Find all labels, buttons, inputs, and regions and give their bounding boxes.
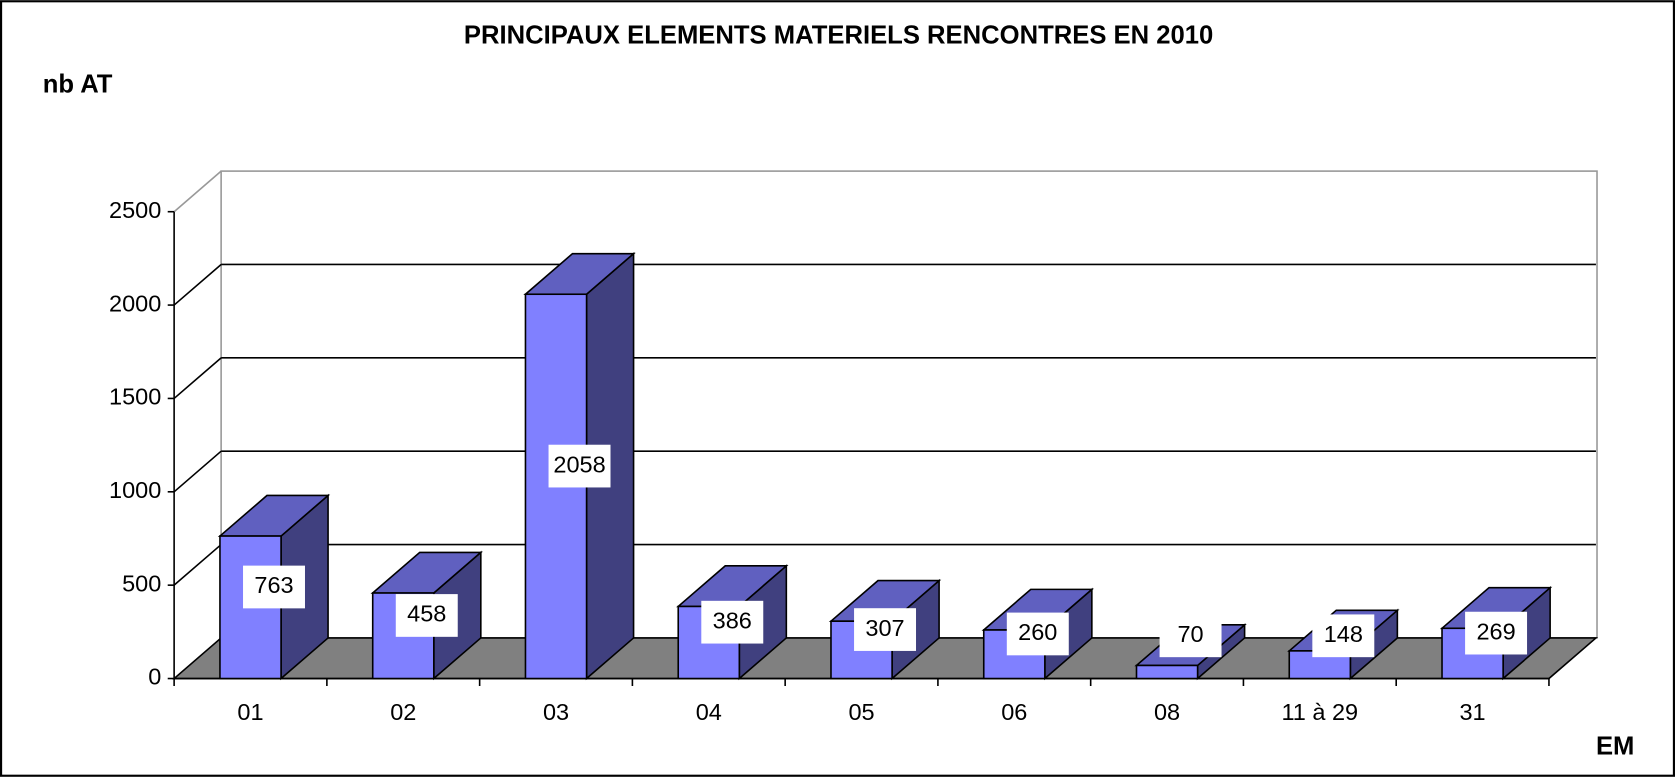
x-tick-label: 06 [1001, 699, 1027, 725]
x-tick-label: 31 [1459, 699, 1485, 725]
chart-title: PRINCIPAUX ELEMENTS MATERIELS RENCONTRES… [464, 21, 1213, 49]
value-label: 148 [1324, 621, 1363, 647]
grid-line [173, 450, 222, 493]
x-tick-label: 01 [237, 699, 263, 725]
value-label: 2058 [553, 451, 605, 477]
value-label-box [701, 600, 764, 644]
y-tick-label: 2000 [109, 290, 161, 316]
y-tick-label: 500 [122, 570, 161, 596]
value-label-box [1159, 614, 1222, 658]
value-label-box [243, 565, 305, 609]
grid-line [173, 357, 222, 400]
x-tick-label: 04 [696, 699, 722, 725]
x-tick-label: 11 à 29 [1281, 699, 1358, 725]
grid-line [173, 543, 222, 586]
value-label-box [854, 608, 917, 651]
x-axis-title: EM [1596, 733, 1634, 761]
bar [1135, 664, 1199, 680]
grid-line [173, 263, 222, 306]
x-tick-label: 03 [543, 699, 569, 725]
y-tick-label: 0 [148, 664, 161, 690]
value-label: 307 [865, 615, 904, 641]
y-tick-label: 1500 [109, 384, 161, 410]
x-tick-label: 05 [848, 699, 874, 725]
value-label-box [1312, 614, 1375, 658]
wall-edge [173, 170, 222, 213]
value-label: 386 [713, 607, 752, 633]
x-tick-label: 08 [1154, 699, 1180, 725]
value-label-box [395, 594, 458, 637]
x-tick-label: 02 [390, 699, 416, 725]
y-axis-title: nb AT [43, 70, 113, 98]
value-label-box [1006, 612, 1069, 656]
value-label-box [548, 444, 611, 488]
value-label: 458 [407, 601, 446, 627]
value-label: 260 [1018, 619, 1057, 645]
value-label-box [1465, 611, 1528, 655]
value-label: 763 [254, 572, 293, 598]
y-tick-label: 1000 [109, 477, 161, 503]
y-tick-label: 2500 [109, 197, 161, 223]
value-label: 269 [1476, 618, 1515, 644]
value-label: 70 [1177, 621, 1203, 647]
